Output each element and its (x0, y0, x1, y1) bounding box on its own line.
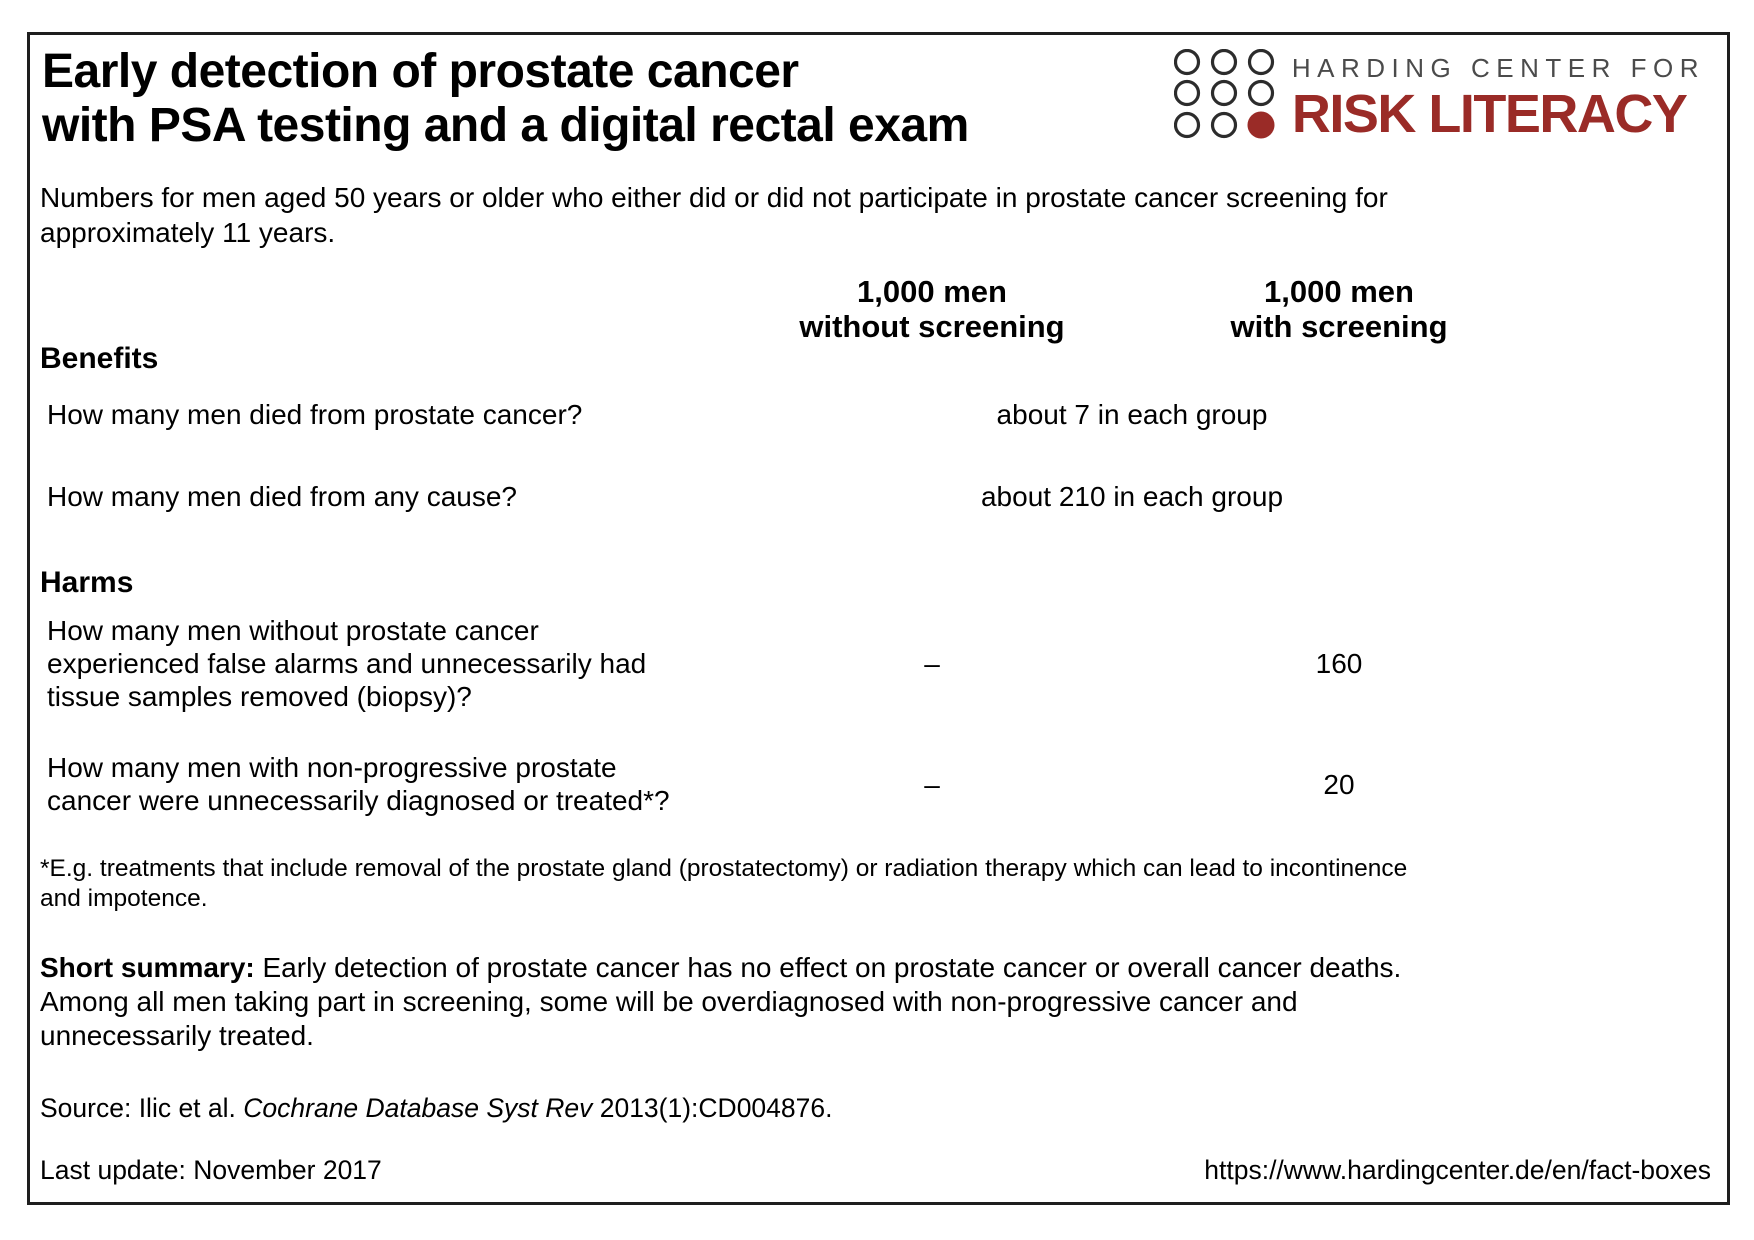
footnote-text: *E.g. treatments that include removal of… (40, 855, 1408, 912)
harm-row-false-alarms: How many men without prostate cancer exp… (47, 614, 1539, 713)
value-without-screening: – (924, 768, 940, 800)
brand-name-line1: HARDING CENTER FOR (1291, 53, 1705, 83)
last-update: Last update: November 2017 (40, 1155, 382, 1185)
benefit-row-prostate-cancer-deaths: How many men died from prostate cancer? … (47, 398, 1539, 431)
value-with-screening: 20 (1323, 768, 1355, 800)
source-suffix: 2013(1):CD004876. (592, 1093, 833, 1123)
question-text: How many men without prostate cancer exp… (47, 615, 647, 712)
question-text: How many men died from prostate cancer? (47, 399, 583, 430)
value-with-screening: 160 (1315, 648, 1363, 679)
benefit-row-any-cause-deaths: How many men died from any cause? about … (47, 480, 1539, 513)
question-text: How many men with non-progressive prosta… (47, 752, 670, 816)
fact-box: Early detection of prostate cancer with … (27, 32, 1730, 1205)
page-title: Early detection of prostate cancer with … (42, 45, 969, 152)
short-summary-text: Early detection of prostate cancer has n… (40, 952, 1402, 1051)
shared-value: about 7 in each group (996, 399, 1268, 430)
brand-logo: HARDING CENTER FOR RISK LITERACY (1173, 49, 1705, 145)
short-summary-label: Short summary: (40, 952, 255, 983)
question-text: How many men died from any cause? (47, 481, 517, 512)
column-header-row: 1,000 men without screening 1,000 men wi… (47, 274, 1539, 344)
brand-name-line2: RISK LITERACY (1291, 84, 1688, 144)
dot-grid-icon (1173, 49, 1275, 139)
source-citation: Source: Ilic et al. Cochrane Database Sy… (40, 1093, 833, 1124)
value-without-screening: – (924, 648, 940, 679)
intro-text: Numbers for men aged 50 years or older w… (40, 182, 1388, 248)
source-prefix: Source: Ilic et al. (40, 1093, 244, 1123)
factbox-url[interactable]: https://www.hardingcenter.de/en/fact-box… (1204, 1155, 1711, 1185)
source-journal: Cochrane Database Syst Rev (243, 1093, 593, 1123)
short-summary: Short summary: Early detection of prosta… (40, 951, 1560, 1053)
shared-value: about 210 in each group (980, 481, 1284, 512)
section-heading-harms: Harms (40, 566, 134, 599)
column-header-with-screening: 1,000 men with screening (1230, 274, 1448, 344)
column-header-without-screening: 1,000 men without screening (799, 274, 1065, 344)
red-dot-icon (1247, 111, 1275, 139)
harm-row-overdiagnosis: How many men with non-progressive prosta… (47, 751, 1539, 817)
section-heading-benefits: Benefits (40, 342, 159, 375)
